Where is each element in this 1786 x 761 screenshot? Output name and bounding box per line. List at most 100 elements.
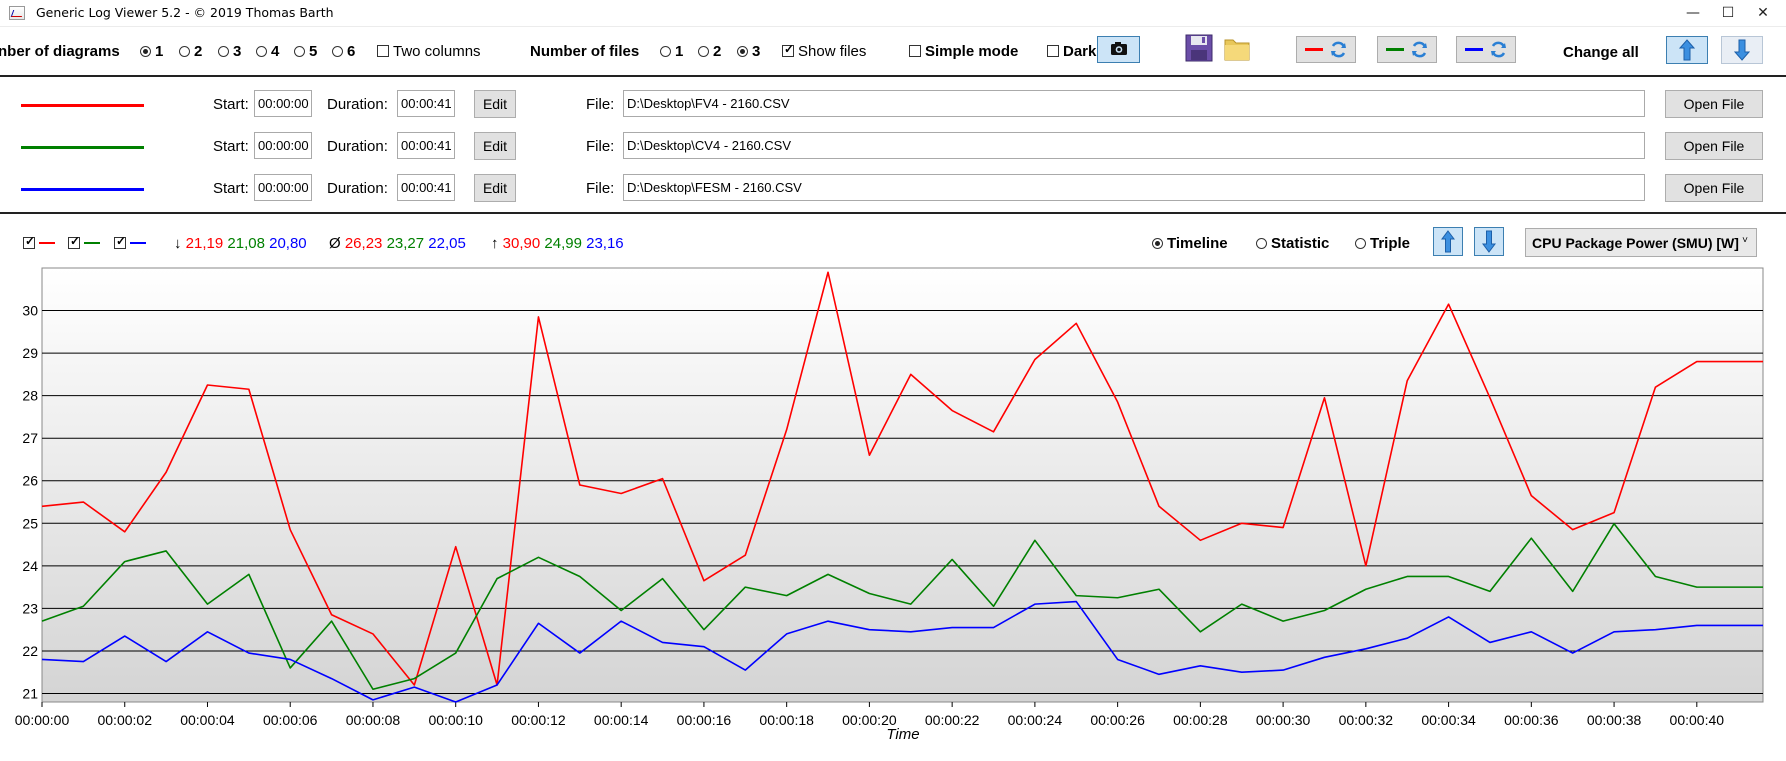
open-file-button[interactable]: Open File <box>1665 90 1763 118</box>
toolbar: nber of diagrams 1 2 3 4 5 6 Two columns… <box>0 28 1786 77</box>
file-count-1[interactable]: 1 <box>660 43 683 60</box>
radio-icon <box>698 46 709 57</box>
radio-icon <box>140 46 151 57</box>
x-tick-label: 00:00:28 <box>1173 712 1228 728</box>
y-tick-label: 25 <box>22 515 38 531</box>
diagram-count-3[interactable]: 3 <box>218 43 241 60</box>
duration-field[interactable]: 00:00:41 <box>397 174 455 201</box>
checkbox-icon <box>1047 45 1059 57</box>
series-color-swatch <box>21 104 144 107</box>
view-statistic[interactable]: Statistic <box>1256 235 1329 252</box>
two-columns-checkbox[interactable]: Two columns <box>377 43 481 60</box>
x-tick-label: 00:00:20 <box>842 712 897 728</box>
min-stats: ↓ 21,19 21,08 20,80 <box>174 235 307 252</box>
radio-icon <box>660 46 671 57</box>
edit-button[interactable]: Edit <box>474 132 516 160</box>
maximize-button[interactable]: ☐ <box>1721 5 1735 21</box>
diagram-count-2[interactable]: 2 <box>179 43 202 60</box>
file-count-3[interactable]: 3 <box>737 43 760 60</box>
swap-green-icon <box>1386 41 1427 58</box>
dark-mode-checkbox[interactable]: Dark <box>1047 43 1096 60</box>
swap-red-icon <box>1305 41 1346 58</box>
show-files-checkbox[interactable]: Show files <box>782 42 866 60</box>
chevron-down-icon: ˅ <box>1742 235 1748 246</box>
folder-icon[interactable] <box>1222 33 1252 63</box>
checkbox-icon <box>909 45 921 57</box>
start-field[interactable]: 00:00:00 <box>254 90 312 117</box>
series-toggle-red[interactable] <box>23 234 63 252</box>
swap-red-button[interactable] <box>1296 36 1356 63</box>
red-swatch <box>39 242 55 244</box>
series-line <box>41 271 1763 686</box>
chart-area: ↓ 21,19 21,08 20,80 Ø 26,23 23,27 22,05 … <box>0 215 1786 761</box>
series-line <box>41 600 1763 703</box>
edit-button[interactable]: Edit <box>474 174 516 202</box>
swap-blue-button[interactable] <box>1456 36 1516 63</box>
min-symbol: ↓ <box>174 235 182 252</box>
app-icon <box>9 6 25 20</box>
series-toggle-green[interactable] <box>68 234 108 252</box>
diagram-count-4[interactable]: 4 <box>256 43 279 60</box>
diagram-count-6[interactable]: 6 <box>332 43 355 60</box>
diagram-count-5[interactable]: 5 <box>294 43 317 60</box>
min-blue: 20,80 <box>269 235 307 252</box>
file-path-field[interactable]: D:\Desktop\FESM - 2160.CSV <box>623 174 1645 201</box>
file-label: File: <box>586 96 615 113</box>
sensor-up-button[interactable] <box>1433 227 1463 256</box>
edit-button[interactable]: Edit <box>474 90 516 118</box>
x-tick-label: 00:00:00 <box>15 712 70 728</box>
diagram-count-1[interactable]: 1 <box>140 43 163 60</box>
series-color-swatch <box>21 146 144 149</box>
window-title: Generic Log Viewer 5.2 - © 2019 Thomas B… <box>36 5 334 20</box>
file-label: File: <box>586 138 615 155</box>
x-tick-label: 00:00:14 <box>594 712 649 728</box>
files-label: Number of files <box>530 43 640 60</box>
open-file-button[interactable]: Open File <box>1665 132 1763 160</box>
file-path-field[interactable]: D:\Desktop\FV4 - 2160.CSV <box>623 90 1645 117</box>
radio-icon <box>218 46 229 57</box>
series-toggle-blue[interactable] <box>114 234 154 252</box>
simple-mode-checkbox[interactable]: Simple mode <box>909 43 1018 60</box>
x-tick-label: 00:00:24 <box>1008 712 1063 728</box>
x-tick-label: 00:00:26 <box>1090 712 1145 728</box>
move-down-button[interactable] <box>1721 36 1763 64</box>
close-button[interactable]: ✕ <box>1757 5 1769 21</box>
start-field[interactable]: 00:00:00 <box>254 174 312 201</box>
y-tick-label: 24 <box>22 558 38 574</box>
view-timeline[interactable]: Timeline <box>1152 235 1228 252</box>
arrow-down-icon <box>1482 230 1496 253</box>
view-triple[interactable]: Triple <box>1355 235 1410 252</box>
duration-field[interactable]: 00:00:41 <box>397 90 455 117</box>
screenshot-button[interactable] <box>1097 36 1140 63</box>
file-path-field[interactable]: D:\Desktop\CV4 - 2160.CSV <box>623 132 1645 159</box>
x-tick-label: 00:00:38 <box>1587 712 1642 728</box>
x-tick-label: 00:00:36 <box>1504 712 1559 728</box>
y-tick-label: 30 <box>22 303 38 319</box>
x-tick-label: 00:00:04 <box>180 712 235 728</box>
open-file-button[interactable]: Open File <box>1665 174 1763 202</box>
minimize-button[interactable]: — <box>1686 5 1700 21</box>
duration-field[interactable]: 00:00:41 <box>397 132 455 159</box>
max-blue: 23,16 <box>586 235 624 252</box>
x-axis-label: Time <box>886 726 919 743</box>
series-line <box>41 522 1763 691</box>
start-field[interactable]: 00:00:00 <box>254 132 312 159</box>
plot-background <box>41 267 1764 703</box>
camera-icon <box>1111 42 1127 55</box>
sensor-down-button[interactable] <box>1474 227 1504 256</box>
arrow-up-icon <box>1678 39 1696 61</box>
diagrams-label: nber of diagrams <box>0 43 120 60</box>
save-icon[interactable] <box>1184 33 1214 63</box>
swap-green-button[interactable] <box>1377 36 1437 63</box>
file-count-2[interactable]: 2 <box>698 43 721 60</box>
x-tick-label: 00:00:40 <box>1670 712 1725 728</box>
start-label: Start: <box>213 96 249 113</box>
max-green: 24,99 <box>544 235 582 252</box>
sensor-select[interactable]: CPU Package Power (SMU) [W] ˅ <box>1525 228 1757 257</box>
start-label: Start: <box>213 180 249 197</box>
move-up-button[interactable] <box>1666 36 1708 64</box>
max-symbol: ↑ <box>491 235 499 252</box>
radio-icon <box>737 46 748 57</box>
x-tick-label: 00:00:08 <box>346 712 401 728</box>
swap-blue-icon <box>1465 41 1506 58</box>
